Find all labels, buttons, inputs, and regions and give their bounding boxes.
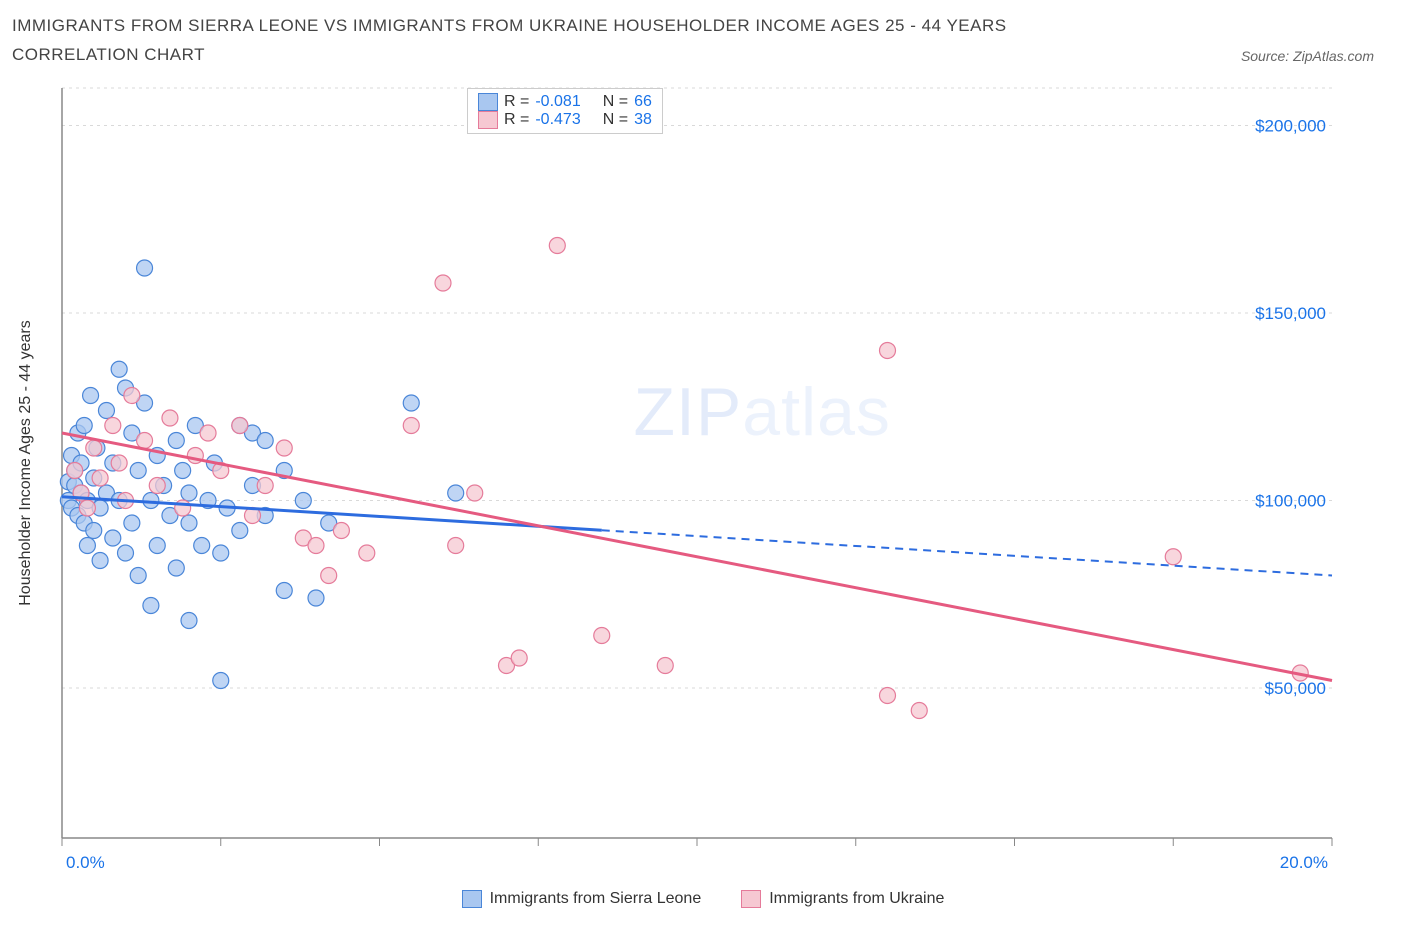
stat-n-sierra-leone: 66 <box>634 93 652 111</box>
swatch-sierra-leone <box>478 93 498 111</box>
svg-text:$100,000: $100,000 <box>1255 491 1326 510</box>
swatch-ukraine <box>478 111 498 129</box>
chart-source: Source: ZipAtlas.com <box>1241 48 1394 70</box>
stat-label-n: N = <box>603 111 628 129</box>
stat-r-ukraine: -0.473 <box>535 111 580 129</box>
svg-text:0.0%: 0.0% <box>66 853 105 872</box>
svg-text:20.0%: 20.0% <box>1280 853 1328 872</box>
legend-item-ukraine: Immigrants from Ukraine <box>741 890 944 908</box>
stats-row-sierra-leone: R = -0.081 N = 66 <box>478 93 652 111</box>
svg-text:$200,000: $200,000 <box>1255 116 1326 135</box>
stat-label-r: R = <box>504 93 529 111</box>
chart-container: $50,000 $100,000 $150,000 $200,000 0.0% 20.0%… <box>12 78 1394 888</box>
swatch-ukraine <box>741 890 761 908</box>
swatch-sierra-leone <box>462 890 482 908</box>
svg-text:$150,000: $150,000 <box>1255 304 1326 323</box>
stat-r-sierra-leone: -0.081 <box>535 93 580 111</box>
stats-legend-box: R = -0.081 N = 66 R = -0.473 N = 38 <box>467 88 663 134</box>
bottom-legend: Immigrants from Sierra Leone Immigrants … <box>12 890 1394 908</box>
svg-text:Householder Income Ages 25 - 4: Householder Income Ages 25 - 44 years <box>17 320 34 606</box>
stat-label-r: R = <box>504 111 529 129</box>
svg-text:$50,000: $50,000 <box>1265 679 1326 698</box>
legend-label: Immigrants from Sierra Leone <box>490 890 702 908</box>
legend-item-sierra-leone: Immigrants from Sierra Leone <box>462 890 702 908</box>
scatter-chart: $50,000 $100,000 $150,000 $200,000 0.0% 20.0%… <box>12 78 1382 888</box>
stat-label-n: N = <box>603 93 628 111</box>
legend-label: Immigrants from Ukraine <box>769 890 944 908</box>
stat-n-ukraine: 38 <box>634 111 652 129</box>
chart-title: IMMIGRANTS FROM SIERRA LEONE VS IMMIGRAN… <box>12 12 1112 70</box>
stats-row-ukraine: R = -0.473 N = 38 <box>478 111 652 129</box>
